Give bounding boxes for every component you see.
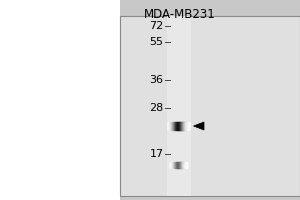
Bar [120, 16, 300, 196]
Text: MDA-MB231: MDA-MB231 [144, 8, 216, 21]
Text: 55: 55 [149, 37, 164, 47]
Text: 36: 36 [149, 75, 164, 85]
Bar [0, 0, 120, 200]
Bar [120, 0, 300, 200]
Polygon shape [194, 122, 204, 130]
Text: 72: 72 [149, 21, 164, 31]
Bar [167, 16, 191, 196]
Text: 17: 17 [149, 149, 164, 159]
Text: 28: 28 [149, 103, 164, 113]
